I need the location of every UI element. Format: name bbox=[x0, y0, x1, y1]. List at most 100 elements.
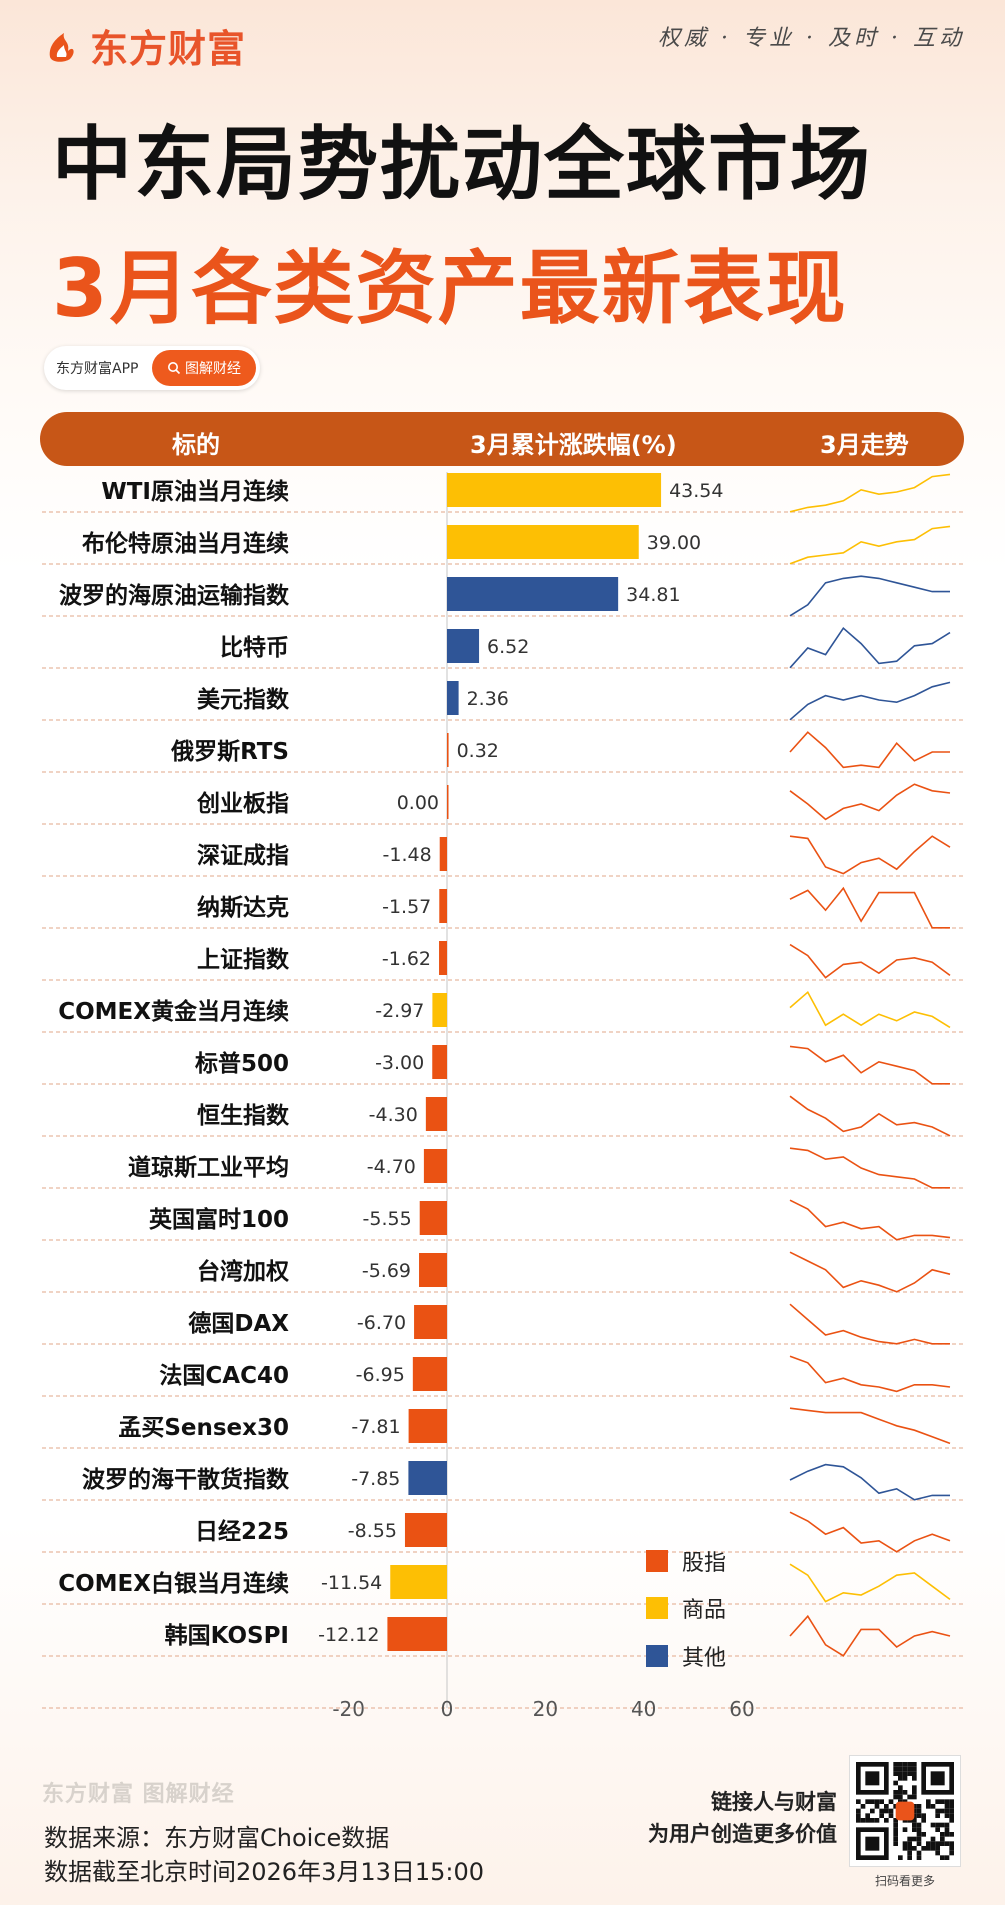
category-label: 创业板指 bbox=[196, 791, 289, 817]
bar bbox=[419, 1201, 447, 1235]
category-label: 布伦特原油当月连续 bbox=[82, 530, 289, 557]
header-col-change: 3月累计涨跌幅(%) bbox=[470, 431, 677, 459]
data-label: 2.36 bbox=[467, 688, 509, 710]
legend-item-other: 其他 bbox=[646, 1640, 726, 1672]
trend-sparkline bbox=[789, 1095, 951, 1137]
category-label: COMEX黄金当月连续 bbox=[58, 998, 289, 1025]
legend-label-commodity: 商品 bbox=[682, 1598, 727, 1623]
bar-chart: WTI原油当月连续 43.54 布伦特原油当月连续 39.00 波罗的海原油运输指数 34… bbox=[42, 472, 965, 1721]
table-header: 标的 3月累计涨跌幅(%) 3月走势 bbox=[40, 412, 964, 466]
trend-sparkline bbox=[789, 835, 951, 875]
data-label: -1.57 bbox=[382, 896, 431, 918]
bar bbox=[414, 1305, 447, 1339]
trend-sparkline bbox=[789, 1045, 950, 1085]
data-label: -5.69 bbox=[362, 1260, 411, 1282]
bar bbox=[412, 1357, 447, 1391]
trend-sparkline bbox=[789, 1199, 951, 1241]
footer-logo: 东方财富 图解财经 bbox=[42, 1782, 235, 1807]
trend-sparkline bbox=[789, 886, 950, 929]
category-label: 英国富时100 bbox=[149, 1206, 289, 1233]
trend-sparkline bbox=[789, 681, 951, 721]
x-tick-label: 40 bbox=[631, 1697, 656, 1721]
qr-code[interactable] bbox=[850, 1756, 960, 1866]
x-tick-label: -20 bbox=[332, 1697, 365, 1721]
category-label: 恒生指数 bbox=[197, 1103, 290, 1129]
category-label: 台湾加权 bbox=[197, 1258, 289, 1285]
bar bbox=[425, 1097, 447, 1131]
category-label: 标普500 bbox=[195, 1050, 289, 1077]
category-label: 纳斯达克 bbox=[197, 894, 289, 921]
bar bbox=[432, 993, 447, 1027]
bar bbox=[404, 1513, 447, 1547]
search-icon bbox=[168, 362, 181, 375]
trend-sparkline bbox=[789, 990, 951, 1029]
legend-label-other: 其他 bbox=[682, 1646, 727, 1671]
data-label: 0.00 bbox=[397, 792, 439, 814]
trend-sparkline bbox=[789, 1463, 950, 1501]
bar bbox=[432, 1045, 447, 1079]
trend-sparkline bbox=[789, 783, 951, 821]
legend-swatch-stock bbox=[646, 1550, 668, 1572]
bar bbox=[439, 837, 447, 871]
header-col-asset: 标的 bbox=[172, 431, 220, 459]
legend-swatch-commodity bbox=[646, 1597, 668, 1619]
x-tick-label: 20 bbox=[533, 1697, 558, 1721]
footer-slogan-2: 为用户创造更多价值 bbox=[648, 1822, 837, 1846]
trend-sparkline bbox=[789, 627, 951, 669]
category-label: 韩国KOSPI bbox=[165, 1622, 289, 1649]
category-label: 上证指数 bbox=[197, 947, 290, 973]
category-label: WTI原油当月连续 bbox=[101, 478, 289, 505]
category-label: 法国CAC40 bbox=[159, 1363, 289, 1389]
data-label: -1.62 bbox=[382, 948, 431, 970]
brand-name: 东方财富 bbox=[90, 27, 247, 71]
data-label: -7.85 bbox=[351, 1468, 400, 1490]
legend-item-stock: 股指 bbox=[646, 1545, 726, 1577]
app-pill[interactable]: 东方财富APP 图解财经 bbox=[44, 346, 260, 390]
bar bbox=[447, 525, 639, 559]
bar bbox=[447, 785, 449, 819]
data-label: -4.70 bbox=[367, 1156, 416, 1178]
trend-sparkline bbox=[789, 943, 951, 979]
header-col-trend: 3月走势 bbox=[820, 431, 909, 459]
trend-sparkline bbox=[789, 525, 951, 565]
trend-sparkline bbox=[789, 1511, 951, 1553]
trend-sparkline bbox=[789, 575, 950, 617]
data-label: 39.00 bbox=[647, 532, 701, 554]
data-label: -8.55 bbox=[348, 1520, 397, 1542]
category-label: 比特币 bbox=[220, 635, 289, 661]
trend-sparkline bbox=[789, 1407, 951, 1445]
data-cutoff: 数据截至北京时间2026年3月13日15:00 bbox=[44, 1858, 485, 1886]
category-label: COMEX白银当月连续 bbox=[58, 1570, 289, 1597]
trend-sparkline bbox=[789, 1563, 951, 1603]
category-label: 道琼斯工业平均 bbox=[128, 1154, 289, 1181]
data-label: 6.52 bbox=[487, 636, 529, 658]
headline-line2: 3月各类资产最新表现 bbox=[52, 242, 848, 335]
bar bbox=[447, 629, 480, 663]
qr-caption: 扫码看更多 bbox=[874, 1874, 935, 1888]
bar bbox=[447, 473, 662, 507]
flame-logo-icon bbox=[49, 32, 74, 62]
trend-sparkline bbox=[789, 473, 951, 513]
footer-slogan-1: 链接人与财富 bbox=[711, 1790, 837, 1814]
data-source: 数据来源：东方财富Choice数据 bbox=[44, 1824, 390, 1852]
topic-tag-label: 图解财经 bbox=[185, 361, 241, 377]
bar bbox=[447, 733, 449, 767]
data-label: -12.12 bbox=[318, 1624, 379, 1646]
data-label: -3.00 bbox=[375, 1052, 424, 1074]
legend-item-commodity: 商品 bbox=[646, 1592, 726, 1624]
bar bbox=[408, 1461, 447, 1495]
topic-tag[interactable]: 图解财经 bbox=[152, 350, 256, 386]
app-name: 东方财富APP bbox=[56, 361, 139, 377]
x-tick-label: 0 bbox=[441, 1697, 454, 1721]
legend-swatch-other bbox=[646, 1645, 668, 1667]
brand-logo: 东方财富 bbox=[44, 18, 246, 73]
category-label: 孟买Sensex30 bbox=[118, 1415, 289, 1441]
data-label: -2.97 bbox=[375, 1000, 424, 1022]
trend-sparkline bbox=[789, 1614, 951, 1657]
x-tick-label: 60 bbox=[729, 1697, 754, 1721]
data-label: -11.54 bbox=[321, 1572, 382, 1594]
bar bbox=[447, 681, 459, 715]
bar bbox=[439, 941, 447, 975]
bar bbox=[419, 1253, 447, 1287]
data-label: -5.55 bbox=[363, 1208, 412, 1230]
